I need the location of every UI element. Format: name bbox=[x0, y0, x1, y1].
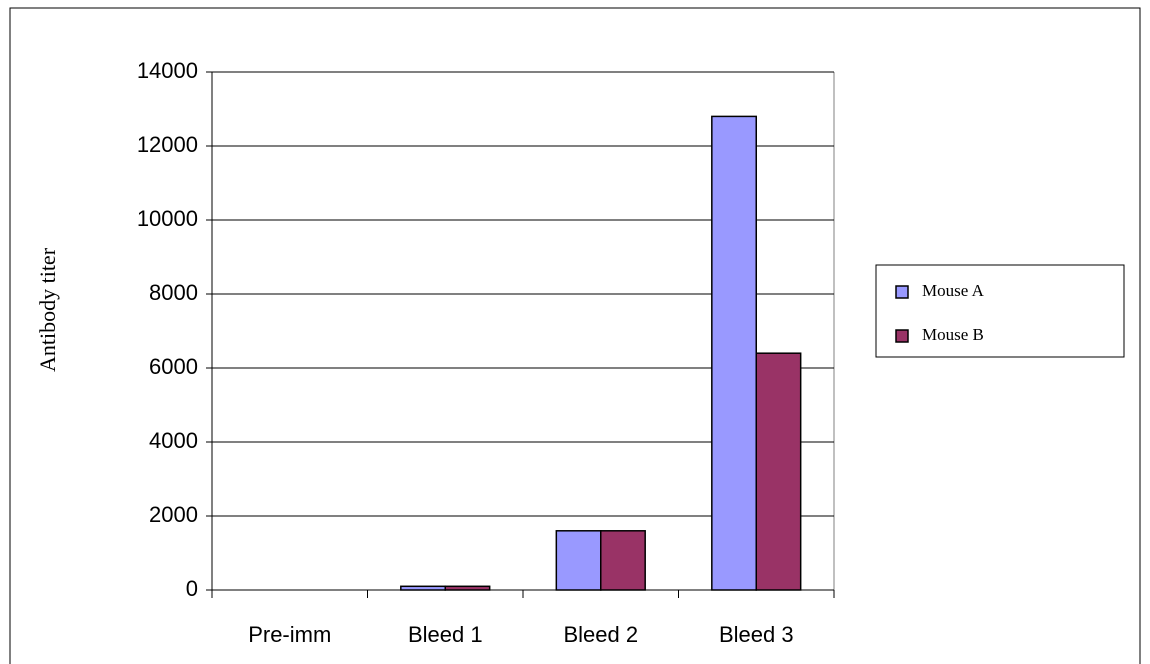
legend-box bbox=[875, 264, 1125, 358]
legend-swatch bbox=[895, 329, 909, 343]
x-tick-label: Pre-imm bbox=[248, 622, 331, 647]
y-tick-label: 2000 bbox=[149, 502, 198, 527]
bar bbox=[400, 585, 447, 591]
y-tick-label: 4000 bbox=[149, 428, 198, 453]
y-axis-label: Antibody titer bbox=[35, 247, 60, 372]
y-tick-label: 0 bbox=[186, 576, 198, 601]
legend-swatch bbox=[895, 285, 909, 299]
x-tick-label: Bleed 3 bbox=[719, 622, 794, 647]
bar bbox=[600, 530, 646, 591]
x-tick-label: Bleed 2 bbox=[563, 622, 638, 647]
y-tick-label: 8000 bbox=[149, 280, 198, 305]
legend-label: Mouse A bbox=[922, 281, 985, 300]
bar bbox=[555, 530, 602, 591]
bar bbox=[755, 352, 802, 591]
y-tick-label: 14000 bbox=[137, 58, 198, 83]
legend-label: Mouse B bbox=[922, 325, 984, 344]
x-tick-label: Bleed 1 bbox=[408, 622, 483, 647]
bar bbox=[711, 115, 757, 591]
y-tick-label: 10000 bbox=[137, 206, 198, 231]
y-tick-label: 6000 bbox=[149, 354, 198, 379]
bar bbox=[444, 585, 491, 591]
y-tick-label: 12000 bbox=[137, 132, 198, 157]
